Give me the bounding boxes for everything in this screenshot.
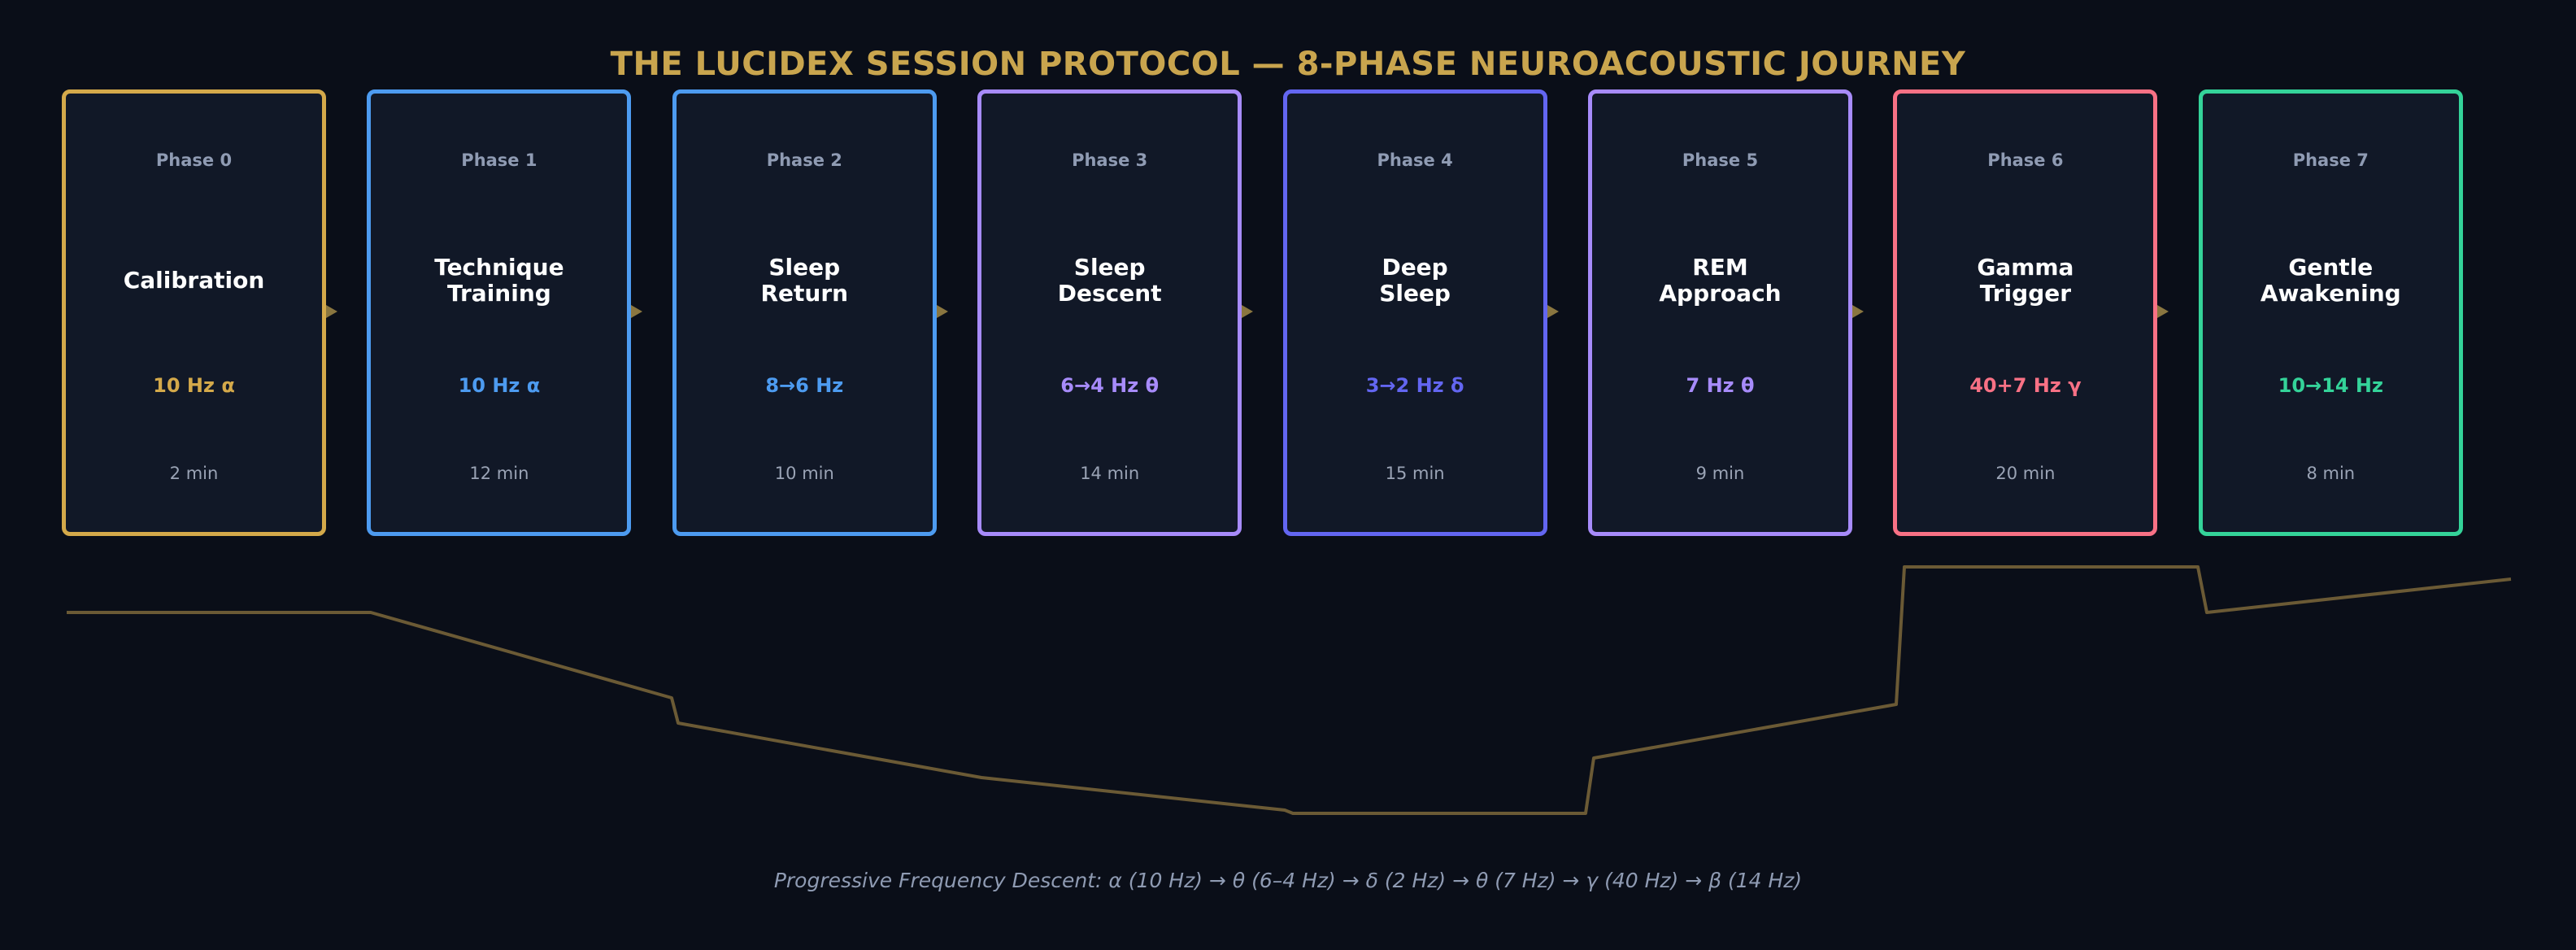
phase-frequency: 3→2 Hz δ [1365,374,1464,397]
connector-arrow-icon [631,305,643,318]
phase-card-0: Phase 0 Calibration 10 Hz α 2 min [62,89,326,536]
phase-card-2: Phase 2 Sleep Return 8→6 Hz 10 min [672,89,937,536]
phase-label: Phase 2 [766,150,842,170]
phase-label: Phase 7 [2292,150,2369,170]
connector-arrow-icon [1242,305,1254,318]
phase-card-1: Phase 1 Technique Training 10 Hz α 12 min [367,89,632,536]
phase-label: Phase 6 [1987,150,2064,170]
phase-duration: 9 min [1695,464,1745,483]
phase-frequency: 6→4 Hz θ [1060,374,1160,397]
phase-duration: 2 min [169,464,219,483]
phase-name: Sleep Descent [1057,254,1162,307]
phase-duration: 14 min [1080,464,1140,483]
phase-frequency: 8→6 Hz [765,374,844,397]
phase-name: REM Approach [1659,254,1782,307]
connector-arrow-icon [326,305,337,318]
phase-frequency: 10 Hz α [458,374,541,397]
phase-name: Sleep Return [760,254,849,307]
phase-label: Phase 0 [155,150,233,170]
phase-card-4: Phase 4 Deep Sleep 3→2 Hz δ 15 min [1282,89,1547,536]
phase-cards: Phase 0 Calibration 10 Hz α 2 min Phase 1 Tec… [62,89,2463,536]
frequency-wave [67,565,2512,815]
diagram-title: THE LUCIDEX SESSION PROTOCOL — 8-PHASE N… [610,46,1966,83]
phase-card-6: Phase 6 Gamma Trigger 40+7 Hz γ 20 min [1893,89,2158,536]
phase-duration: 15 min [1385,464,1445,483]
phase-label: Phase 5 [1682,150,1759,170]
phase-frequency: 10→14 Hz [2278,374,2383,397]
phase-card-3: Phase 3 Sleep Descent 6→4 Hz θ 14 min [977,89,1242,536]
phase-label: Phase 1 [461,150,537,170]
phase-label: Phase 3 [1072,150,1148,170]
phase-card-7: Phase 7 Gentle Awakening 10→14 Hz 8 min [2198,89,2463,536]
phase-card-5: Phase 5 REM Approach 7 Hz θ 9 min [1588,89,1852,536]
phase-frequency: 7 Hz θ [1686,374,1755,397]
phase-duration: 8 min [2306,464,2356,483]
phase-frequency: 40+7 Hz γ [1969,374,2082,397]
phase-name: Gamma Trigger [1977,254,2074,307]
phase-label: Phase 4 [1377,150,1453,170]
phase-frequency: 10 Hz α [153,374,235,397]
phase-name: Deep Sleep [1379,254,1451,307]
phase-duration: 12 min [469,464,529,483]
phase-name: Gentle Awakening [2260,254,2401,307]
connector-arrow-icon [936,305,948,318]
connector-arrow-icon [1852,305,1864,318]
phase-duration: 20 min [1995,464,2056,483]
phase-duration: 10 min [774,464,834,483]
connector-arrow-icon [2157,305,2169,318]
caption: Progressive Frequency Descent: α (10 Hz)… [773,869,1803,892]
phase-name: Technique Training [434,254,564,307]
connector-arrow-icon [1547,305,1559,318]
phase-name: Calibration [123,267,265,294]
